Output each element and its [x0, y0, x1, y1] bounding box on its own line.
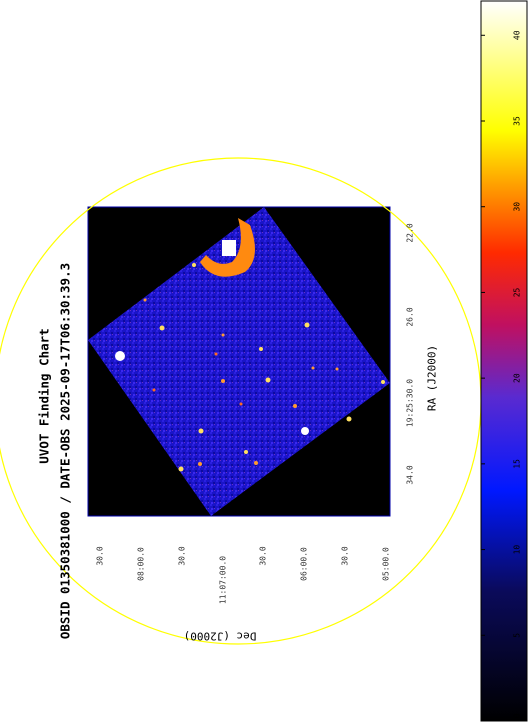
- dec-tick-label: 30.0: [258, 546, 268, 566]
- star-source: [254, 461, 258, 465]
- star-source: [239, 402, 243, 406]
- colorbar-tick-label: 35: [513, 116, 522, 126]
- star-source: [293, 404, 297, 408]
- star-source: [214, 352, 218, 356]
- dec-tick-label: 05:00.0: [381, 547, 391, 581]
- colorbar-tick-label: 30: [513, 202, 522, 212]
- bright-source-halo: [200, 218, 255, 277]
- star-source: [304, 322, 310, 328]
- star-source: [244, 450, 248, 454]
- star-source: [192, 263, 196, 267]
- star-source: [301, 427, 309, 435]
- colorbar-tick-label: 0: [513, 713, 522, 718]
- star-source: [115, 351, 125, 361]
- colorbar-tick-label: 25: [513, 287, 522, 297]
- star-source: [198, 428, 204, 434]
- colorbar-tick-label: 20: [513, 373, 522, 383]
- chart-title: UVOT Finding Chart: [36, 328, 52, 464]
- colorbar-tick-label: 10: [513, 545, 522, 555]
- image-border: [87, 206, 391, 517]
- star-source: [221, 333, 225, 337]
- uvot-field-of-view: [88, 207, 390, 516]
- star-source: [259, 347, 263, 351]
- star-source: [178, 466, 184, 472]
- dec-tick-label: 08:00.0: [136, 547, 146, 581]
- colorbar-tick-label: 5: [513, 633, 522, 638]
- bright-source-core: [222, 240, 236, 256]
- star-source: [159, 325, 165, 331]
- dec-tick-label: 30.0: [340, 546, 350, 566]
- chart-subtitle: OBSID 01350381000 / DATE-OBS 2025-09-17T…: [57, 262, 73, 640]
- colorbar-tick-label: 15: [513, 459, 522, 469]
- star-source: [346, 416, 352, 422]
- y-axis-label: Dec (J2000): [183, 629, 257, 643]
- star-source: [198, 462, 202, 466]
- star-source: [335, 367, 339, 371]
- ra-tick-label: 22.0: [405, 223, 415, 243]
- image-area: [88, 207, 390, 516]
- sources-layer: [115, 218, 385, 472]
- ra-tick-label: 19:25:30.0: [405, 378, 415, 428]
- star-source: [152, 388, 156, 392]
- ra-tick-label: 26.0: [405, 307, 415, 327]
- colorbar: [480, 0, 528, 722]
- star-source: [143, 298, 147, 302]
- dec-tick-label: 06:00.0: [299, 547, 309, 581]
- star-source: [221, 379, 225, 383]
- dec-tick-label: 11:07:00.0: [218, 555, 228, 605]
- x-axis-label: RA (J2000): [425, 344, 439, 412]
- star-source: [311, 366, 315, 370]
- star-source: [381, 380, 385, 384]
- colorbar-tick-label: 40: [513, 30, 522, 40]
- colorbar-ticks: 0 5 10 15 20 25 30 35 40: [481, 30, 522, 722]
- star-source: [265, 377, 271, 383]
- dec-tick-label: 30.0: [95, 546, 105, 566]
- dec-tick-label: 30.0: [177, 546, 187, 566]
- ra-tick-label: 34.0: [405, 465, 415, 485]
